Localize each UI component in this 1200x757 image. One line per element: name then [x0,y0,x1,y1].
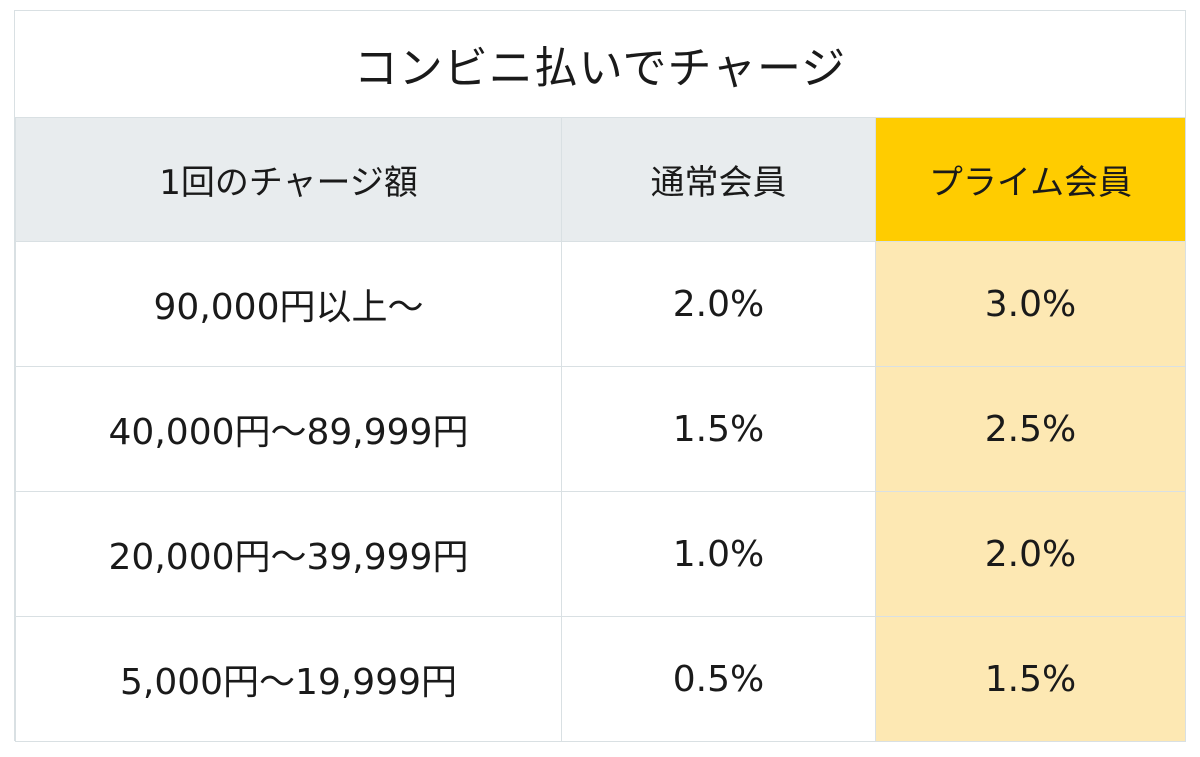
regular-rate-cell: 2.0% [561,241,876,367]
charge-rate-table: 1回のチャージ額 通常会員 プライム会員 90,000円以上～ 2.0% 3.0… [15,117,1186,742]
table-row: 90,000円以上～ 2.0% 3.0% [15,241,1186,367]
prime-rate-cell: 1.5% [875,616,1186,742]
header-prime-member: プライム会員 [875,117,1186,242]
regular-rate-cell: 1.5% [561,366,876,492]
regular-rate-cell: 1.0% [561,491,876,617]
prime-rate-cell: 2.5% [875,366,1186,492]
regular-rate-cell: 0.5% [561,616,876,742]
table-row: 20,000円～39,999円 1.0% 2.0% [15,491,1186,617]
charge-rate-card: コンビニ払いでチャージ 1回のチャージ額 通常会員 プライム会員 90,000円… [14,10,1186,742]
prime-rate-cell: 2.0% [875,491,1186,617]
prime-rate-cell: 3.0% [875,241,1186,367]
table-row: 40,000円～89,999円 1.5% 2.5% [15,366,1186,492]
charge-amount-cell: 20,000円～39,999円 [15,491,562,617]
header-charge-amount: 1回のチャージ額 [15,117,562,242]
page-title: コンビニ払いでチャージ [353,43,847,94]
table-row: 5,000円～19,999円 0.5% 1.5% [15,616,1186,742]
table-header-row: 1回のチャージ額 通常会員 プライム会員 [15,117,1186,242]
charge-amount-cell: 90,000円以上～ [15,241,562,367]
charge-amount-cell: 40,000円～89,999円 [15,366,562,492]
charge-amount-cell: 5,000円～19,999円 [15,616,562,742]
header-regular-member: 通常会員 [561,117,876,242]
